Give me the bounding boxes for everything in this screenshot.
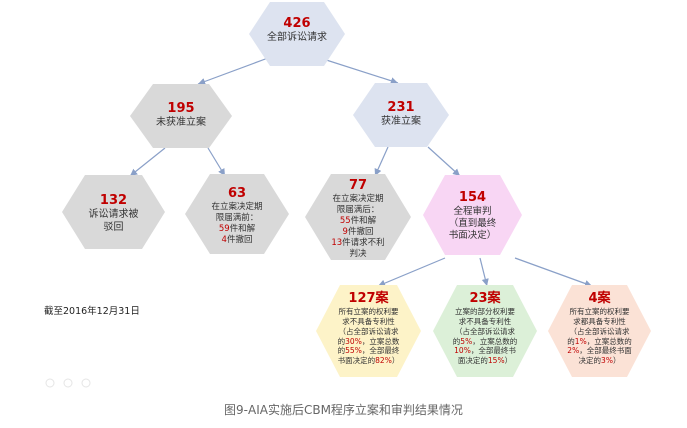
node-partial-unpatentable: 23案 立案的部分权利要 求不具备专利性 （占全部诉讼请求 的5%，立案总数的 … bbox=[433, 291, 537, 366]
all-patentable-pct-final: 3% bbox=[601, 356, 613, 365]
deadline-right-adverse-text: 件请求不利 bbox=[342, 238, 385, 249]
hex-partial-unpatentable bbox=[433, 285, 537, 377]
all-patentable-line1: 所有立案的权利要 bbox=[569, 307, 630, 317]
hex-dismissed bbox=[62, 175, 165, 249]
dismissed-line2: 驳回 bbox=[103, 221, 124, 233]
all-patentable-line5b: ，全部最终书面 bbox=[579, 346, 632, 356]
deadline-left-withdrawn-text: 件撤回 bbox=[226, 235, 253, 246]
all-patentable-pct-claims: 1% bbox=[574, 336, 587, 346]
hex-full-trial bbox=[423, 175, 522, 255]
all-unpatentable-pct-filed: 55% bbox=[345, 346, 362, 356]
node-full-trial: 154 全程审判 （直到最终 书面决定） bbox=[423, 190, 522, 242]
deadline-right-settled-text: 件和解 bbox=[350, 216, 377, 227]
deadline-right-count: 77 bbox=[348, 178, 368, 193]
hex-all-unpatentable bbox=[316, 285, 421, 377]
all-patentable-line3: （占全部诉讼请求 bbox=[569, 326, 630, 336]
hex-deadline-right bbox=[305, 174, 411, 260]
watermark-icon bbox=[45, 378, 91, 388]
node-deadline-right: 77 在立案决定期 限届满后： 55件和解 9件撤回 13件请求不利 判决 bbox=[305, 178, 411, 261]
node-deadline-left: 63 在立案决定期 限届满前： 59件和解 4件撤回 bbox=[185, 186, 289, 246]
date-note: 截至2016年12月31日 bbox=[44, 306, 140, 317]
partial-unpatentable-line3: （占全部诉讼请求 bbox=[455, 326, 515, 336]
not-filed-count: 195 bbox=[167, 101, 195, 116]
dismissed-count: 132 bbox=[99, 193, 128, 208]
partial-unpatentable-pct-claims: 5% bbox=[460, 336, 473, 346]
deadline-left-line1: 在立案决定期 bbox=[211, 202, 263, 213]
partial-unpatentable-count: 23案 bbox=[469, 291, 501, 306]
all-unpatentable-line3: （占全部诉讼请求 bbox=[338, 326, 399, 336]
figure-caption: 图9-AIA实施后CBM程序立案和审判结果情况 bbox=[224, 403, 463, 417]
partial-unpatentable-line6b: ） bbox=[504, 356, 513, 365]
deadline-right-withdrawn-num: 9 bbox=[342, 227, 348, 238]
partial-unpatentable-pct-final: 15% bbox=[487, 356, 505, 365]
partial-unpatentable-line4b: ，立案总数的 bbox=[472, 336, 518, 346]
filed-label: 获准立案 bbox=[381, 116, 421, 128]
full-trial-count: 154 bbox=[458, 190, 487, 205]
deadline-right-line1: 在立案决定期 bbox=[332, 194, 384, 205]
deadline-left-settled-num: 59 bbox=[218, 224, 230, 235]
dismissed-line1: 诉讼请求被 bbox=[88, 209, 139, 221]
partial-unpatentable-line6a: 面决定的 bbox=[457, 356, 488, 365]
all-patentable-pct-filed: 2% bbox=[567, 346, 580, 356]
root-label: 全部诉讼请求 bbox=[267, 32, 327, 44]
deadline-left-line2: 限届满前： bbox=[215, 213, 259, 224]
all-patentable-line4a: 的 bbox=[567, 336, 575, 346]
deadline-left-count: 63 bbox=[227, 186, 247, 201]
node-all-patentable: 4案 所有立案的权利要 求都具备专利性 （占全部诉讼请求 的1%，立案总数的 2… bbox=[548, 291, 651, 366]
all-unpatentable-line2: 求不具备专利性 bbox=[342, 317, 395, 326]
not-filed-label: 未获准立案 bbox=[156, 117, 206, 129]
hex-filed bbox=[353, 83, 449, 147]
filed-count: 231 bbox=[387, 100, 415, 115]
all-unpatentable-count: 127案 bbox=[348, 291, 389, 306]
all-patentable-line6b: ） bbox=[612, 356, 621, 365]
deadline-right-withdrawn-text: 件撤回 bbox=[347, 227, 374, 238]
node-dismissed: 132 诉讼请求被 驳回 bbox=[62, 193, 165, 234]
connectors bbox=[129, 57, 593, 287]
full-trial-line2: （直到最终 bbox=[448, 218, 497, 230]
full-trial-line1: 全程审判 bbox=[453, 206, 492, 218]
deadline-right-line2: 限届满后： bbox=[336, 205, 380, 216]
root-count: 426 bbox=[283, 16, 311, 31]
hex-not-filed bbox=[130, 84, 232, 148]
hex-all-patentable bbox=[548, 285, 651, 377]
all-unpatentable-line6a: 书面决定的 bbox=[337, 356, 376, 365]
deadline-right-adverse-num: 13 bbox=[331, 238, 343, 249]
hex-root bbox=[249, 2, 345, 66]
deadline-right-line6: 判决 bbox=[349, 249, 367, 260]
partial-unpatentable-line1: 立案的部分权利要 bbox=[455, 307, 515, 317]
node-not-filed: 195 未获准立案 bbox=[130, 101, 232, 130]
all-patentable-line2: 求都具备专利性 bbox=[573, 317, 626, 326]
deadline-left-settled-text: 件和解 bbox=[229, 224, 256, 235]
full-trial-line3: 书面决定） bbox=[448, 230, 497, 241]
deadline-right-settled-num: 55 bbox=[339, 216, 351, 227]
all-unpatentable-pct-final: 82% bbox=[375, 356, 392, 365]
all-patentable-line6a: 决定的 bbox=[578, 356, 602, 365]
all-unpatentable-pct-claims: 30% bbox=[345, 336, 362, 346]
all-unpatentable-line6b: ） bbox=[391, 356, 400, 365]
partial-unpatentable-pct-filed: 10% bbox=[454, 346, 471, 356]
partial-unpatentable-line5b: ，全部最终书 bbox=[470, 346, 516, 356]
node-root: 426 全部诉讼请求 bbox=[249, 16, 345, 45]
all-unpatentable-line5a: 的 bbox=[337, 346, 346, 356]
all-patentable-count: 4案 bbox=[588, 291, 611, 306]
all-unpatentable-line5b: ，全部最终 bbox=[361, 346, 400, 356]
all-unpatentable-line1: 所有立案的权利要 bbox=[338, 307, 399, 317]
node-all-unpatentable: 127案 所有立案的权利要 求不具备专利性 （占全部诉讼请求 的30%，立案总数… bbox=[316, 291, 421, 366]
all-unpatentable-line4a: 的 bbox=[337, 336, 346, 346]
partial-unpatentable-line4a: 的 bbox=[452, 336, 461, 346]
deadline-left-withdrawn-num: 4 bbox=[221, 235, 227, 246]
all-patentable-line4b: ，立案总数的 bbox=[586, 336, 632, 346]
hex-deadline-left bbox=[185, 174, 289, 254]
node-filed: 231 获准立案 bbox=[353, 100, 449, 129]
partial-unpatentable-line2: 求不具备专利性 bbox=[458, 317, 512, 326]
all-unpatentable-line4b: ，立案总数 bbox=[361, 336, 400, 346]
